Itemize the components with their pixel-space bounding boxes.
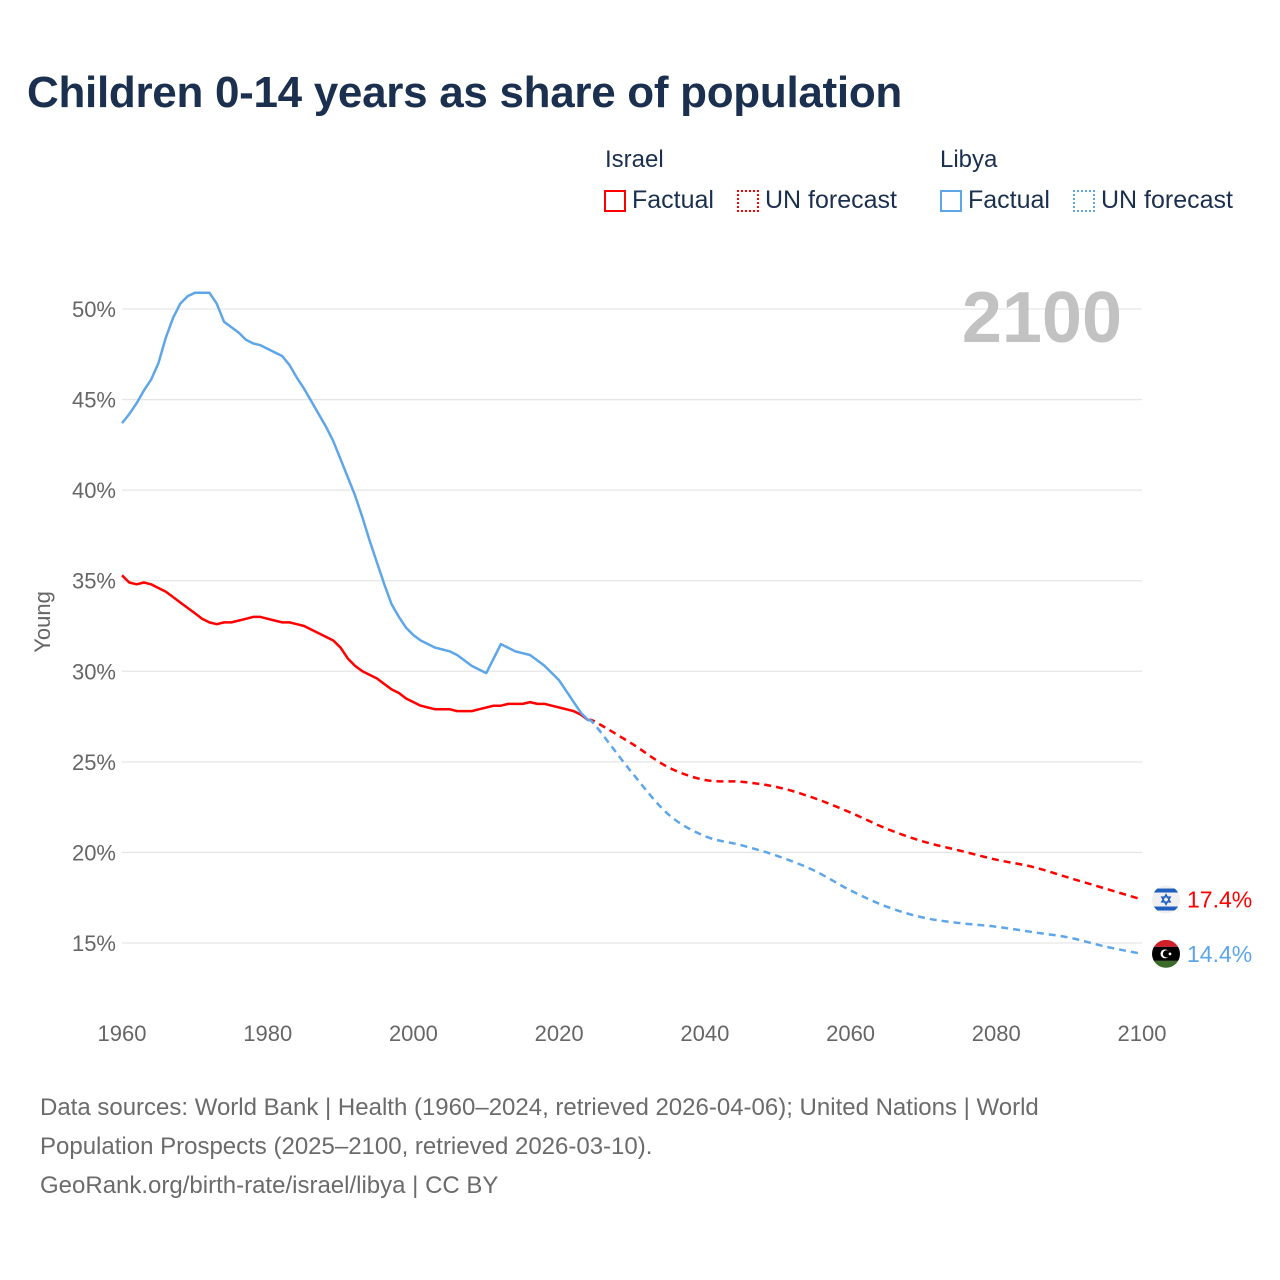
footer-sources: Data sources: World Bank | Health (1960–… [40,1088,1240,1205]
israel-flag-icon [1152,885,1180,914]
legend-israel-factual[interactable]: Factual [604,186,714,215]
y-tick-label: 45% [72,388,116,413]
legend-swatch-solid [940,189,962,212]
legend-label: Factual [632,186,714,214]
legend-label: UN forecast [765,186,897,214]
y-tick-label: 25% [72,750,116,775]
x-tick-label: 2040 [680,1021,729,1046]
x-tick-label: 1980 [243,1021,292,1046]
israel-factual-line [121,574,590,722]
legend-label: UN forecast [1101,186,1233,214]
y-tick-label: 20% [72,840,116,865]
legend-swatch-solid [604,189,626,212]
legend-libya-forecast[interactable]: UN forecast [1073,186,1233,215]
y-tick-label: 35% [72,569,116,594]
x-tick-label: 2080 [972,1021,1021,1046]
libya-flag-icon [1152,939,1180,968]
legend-group-libya: Libya [940,146,998,173]
legend-libya-factual[interactable]: Factual [940,186,1050,215]
year-overlay: 2100 [962,278,1122,358]
x-tick-label: 2020 [535,1021,584,1046]
y-tick-label: 30% [72,659,116,684]
footer-link[interactable]: GeoRank.org/birth-rate/israel/libya | CC… [40,1172,499,1199]
legend-label: Factual [968,186,1050,214]
x-tick-label: 2000 [389,1021,438,1046]
israel-forecast-line [587,718,1143,901]
footer-line: Data sources: World Bank | Health (1960–… [40,1094,1039,1121]
legend-swatch-dotted [737,189,759,212]
footer-line: Population Prospects (2025–2100, retriev… [40,1133,653,1160]
legend-swatch-dotted [1073,189,1095,212]
legend-israel-forecast[interactable]: UN forecast [737,186,897,215]
libya-end-value-label: 14.4% [1187,941,1252,967]
y-tick-label: 15% [72,931,116,956]
x-tick-label: 1960 [98,1021,147,1046]
y-axis-label: Young [30,591,55,653]
y-tick-label: 40% [72,478,116,503]
x-tick-label: 2060 [826,1021,875,1046]
y-tick-label: 50% [72,297,116,322]
libya-forecast-line [587,718,1143,956]
x-tick-label: 2100 [1118,1021,1167,1046]
line-chart: 15% 20% 25% 30% 35% 40% 45% 50% 1960 1980 2000 2020… [30,278,1252,1046]
chart-title: Children 0-14 years as share of populati… [27,68,902,117]
legend-group-israel: Israel [605,146,664,173]
israel-end-value-label: 17.4% [1187,887,1252,913]
libya-factual-line [121,291,590,722]
